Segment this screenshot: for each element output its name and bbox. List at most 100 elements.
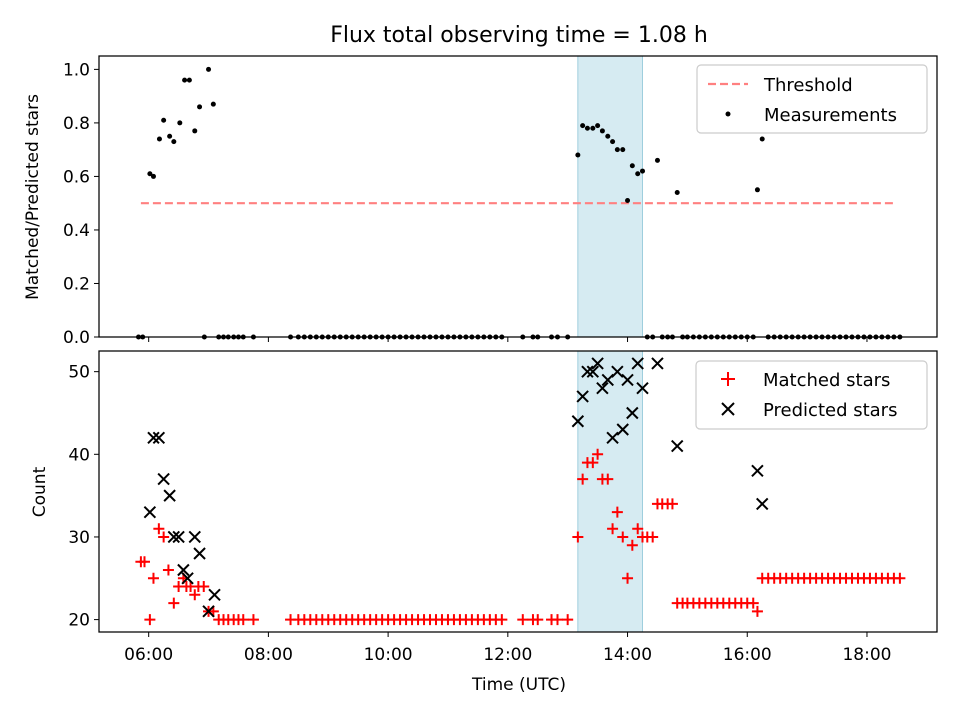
- bottom-legend: Matched stars Predicted stars: [695, 360, 928, 430]
- predicted-marker: [621, 373, 634, 387]
- matched-marker: [147, 572, 159, 584]
- matched-marker: [247, 614, 259, 626]
- measurement-point: [605, 133, 611, 139]
- measurement-point: [635, 171, 641, 177]
- measurement-point: [654, 157, 660, 163]
- matched-marker: [602, 473, 614, 485]
- predicted-marker: [172, 530, 185, 544]
- matched-marker: [577, 473, 589, 485]
- matched-marker: [611, 506, 623, 518]
- matched-marker: [666, 498, 678, 510]
- predicted-marker: [181, 572, 194, 585]
- matched-marker: [138, 556, 150, 568]
- matched-marker: [626, 539, 638, 551]
- measurement-point: [674, 189, 680, 195]
- predicted-marker: [651, 357, 664, 370]
- matched-marker: [168, 597, 180, 609]
- predicted-marker: [163, 489, 176, 502]
- legend-measurements-label: Measurements: [764, 105, 897, 126]
- measurement-point: [186, 77, 192, 83]
- matched-marker: [751, 605, 763, 617]
- predicted-marker: [751, 464, 764, 478]
- matched-marker: [144, 614, 156, 626]
- top-axes-frame: [98, 55, 938, 338]
- x-axis-label: Time (UTC): [471, 675, 566, 695]
- predicted-marker: [671, 439, 684, 453]
- measurement-point: [580, 123, 586, 129]
- predicted-marker: [591, 357, 604, 370]
- predicted-marker: [611, 365, 624, 378]
- measurement-point: [595, 123, 601, 129]
- predicted-marker: [756, 497, 769, 511]
- predicted-marker: [143, 505, 157, 519]
- x-tick-label: 18:00: [842, 645, 891, 665]
- measurement-point: [147, 171, 153, 177]
- measurement-point: [599, 128, 605, 134]
- legend-predicted-label: Predicted stars: [763, 400, 897, 421]
- bottom-panel: 20 30 40 50 06:00 08:00 10:00 12:00 14:00 16:00 1…: [30, 350, 938, 695]
- measurement-point: [575, 152, 581, 158]
- bottom-y-tick-label: 30: [68, 528, 90, 548]
- predicted-marker: [208, 588, 221, 602]
- measurement-point: [620, 147, 626, 153]
- measurement-point: [177, 120, 183, 126]
- top-panel: 0.0 0.2 0.4 0.6 0.8 1.0 Matched/Predicted sta…: [23, 55, 938, 348]
- matched-marker: [562, 614, 574, 626]
- top-y-tick-label: 1.0: [63, 60, 90, 80]
- x-tick-label: 10:00: [364, 645, 413, 665]
- predicted-marker: [626, 406, 639, 420]
- matched-marker: [572, 531, 584, 543]
- measurement-point: [161, 117, 167, 123]
- bottom-legend-box: [695, 360, 928, 430]
- predicted-marker: [167, 530, 181, 544]
- matched-marker: [162, 564, 174, 576]
- predicted-marker: [586, 365, 600, 378]
- matched-marker: [894, 572, 906, 584]
- matched-marker: [198, 581, 210, 593]
- top-y-tick-label: 0.6: [63, 167, 90, 187]
- measurement-point: [182, 77, 188, 83]
- predicted-marker: [576, 390, 589, 403]
- matched-marker: [552, 614, 564, 626]
- top-legend-box: [696, 64, 928, 134]
- matched-marker: [237, 614, 249, 626]
- top-y-axis-label: Matched/Predicted stars: [23, 94, 43, 300]
- measurement-point: [150, 173, 156, 179]
- measurement-point: [167, 133, 173, 139]
- top-y-tick-label: 0.0: [63, 328, 90, 348]
- top-y-tick-label: 0.8: [63, 114, 90, 134]
- matched-marker: [532, 614, 544, 626]
- measurement-point: [610, 139, 616, 145]
- predicted-marker: [202, 605, 215, 618]
- measurement-point: [206, 66, 212, 72]
- predicted-marker: [177, 563, 190, 577]
- predicted-marker: [636, 381, 649, 395]
- matched-marker: [607, 523, 619, 535]
- measurement-point: [759, 136, 765, 142]
- bottom-y-tick-label: 50: [68, 363, 90, 383]
- top-legend: Threshold Measurements: [696, 64, 928, 134]
- predicted-marker: [581, 365, 594, 378]
- measurement-point: [590, 125, 596, 131]
- measurement-point: [192, 128, 198, 134]
- legend-matched-swatch: [721, 372, 735, 386]
- measurement-point: [156, 136, 162, 142]
- legend-measurements-swatch: [725, 111, 731, 117]
- matched-marker: [647, 531, 659, 543]
- measurement-point: [625, 198, 631, 204]
- matched-marker: [158, 531, 170, 543]
- bottom-y-tick-label: 40: [68, 445, 90, 465]
- top-y-tick-label: 0.4: [63, 221, 90, 241]
- x-tick-label: 14:00: [603, 645, 652, 665]
- x-tick-label: 16:00: [723, 645, 772, 665]
- bottom-y-axis-label: Count: [30, 466, 50, 517]
- matched-marker: [153, 523, 165, 535]
- matched-marker: [189, 589, 201, 601]
- highlight-span: [577, 55, 643, 338]
- x-tick-label: 06:00: [124, 645, 173, 665]
- predicted-marker: [571, 415, 585, 428]
- measurement-point: [171, 139, 177, 145]
- x-tick-label: 08:00: [244, 645, 293, 665]
- measurement-point: [754, 187, 760, 193]
- matched-marker: [517, 614, 529, 626]
